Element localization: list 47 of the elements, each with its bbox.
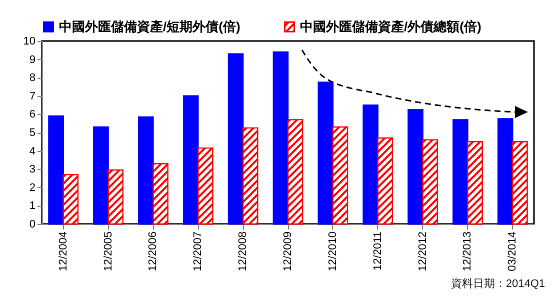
legend-label: 中國外匯儲備資產/短期外債(倍) bbox=[59, 18, 240, 34]
bar bbox=[408, 109, 424, 225]
y-tick-label: 6 bbox=[29, 108, 36, 121]
bar bbox=[228, 53, 244, 225]
y-tick-label: 4 bbox=[29, 145, 36, 158]
x-tick-label: 12/2013 bbox=[462, 232, 474, 272]
x-tick-label: 12/2010 bbox=[326, 232, 339, 272]
y-tick-label: 10 bbox=[23, 36, 36, 48]
bar bbox=[467, 141, 483, 225]
x-tick-label: 12/2004 bbox=[57, 232, 70, 272]
x-tick-label: 03/2014 bbox=[506, 232, 519, 272]
bar bbox=[182, 95, 199, 225]
x-tick-label: 12/2007 bbox=[192, 232, 204, 272]
x-tick-label: 12/2009 bbox=[282, 232, 294, 272]
x-tick-label: 12/2012 bbox=[416, 232, 429, 272]
bar bbox=[497, 118, 514, 225]
bar bbox=[138, 116, 154, 225]
y-tick-label: 0 bbox=[29, 218, 36, 230]
x-tick-label: 12/2011 bbox=[372, 232, 384, 270]
bar bbox=[272, 51, 289, 225]
bar bbox=[377, 137, 394, 225]
bar bbox=[108, 169, 124, 225]
bar bbox=[48, 115, 64, 225]
bar bbox=[512, 141, 528, 225]
y-tick-label: 9 bbox=[29, 54, 36, 66]
y-tick-label: 5 bbox=[29, 127, 36, 139]
text: 資料日期：2014Q1 bbox=[450, 277, 545, 291]
bar bbox=[242, 127, 258, 225]
legend-label: 中國外匯儲備資產/外債總額(倍) bbox=[300, 18, 482, 34]
x-tick-label: 12/2008 bbox=[237, 232, 250, 272]
bar bbox=[287, 119, 304, 225]
bar bbox=[332, 126, 348, 225]
bar bbox=[62, 174, 79, 225]
x-tick-label: 12/2005 bbox=[102, 232, 114, 272]
bar bbox=[152, 163, 168, 225]
bar bbox=[422, 139, 438, 225]
y-tick-label: 3 bbox=[29, 164, 36, 176]
y-tick-label: 8 bbox=[29, 72, 36, 84]
bar bbox=[362, 104, 378, 225]
bar bbox=[93, 126, 109, 225]
bar bbox=[318, 82, 334, 225]
y-tick-label: 2 bbox=[29, 182, 36, 194]
x-tick-label: 12/2006 bbox=[147, 232, 160, 272]
bar bbox=[198, 147, 214, 225]
y-tick-label: 1 bbox=[29, 200, 36, 212]
bar bbox=[452, 119, 468, 225]
y-tick-label: 7 bbox=[29, 90, 36, 102]
